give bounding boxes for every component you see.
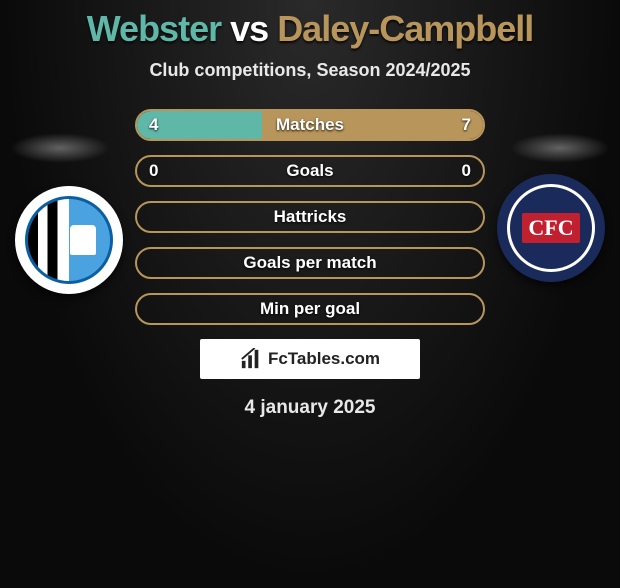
bar-label: Hattricks <box>137 203 483 231</box>
stat-bar: Hattricks <box>135 201 485 233</box>
page-title: Webster vs Daley-Campbell <box>0 8 620 50</box>
club-badge-left <box>15 186 123 294</box>
club-badge-right-inner: CFC <box>507 184 595 272</box>
bar-label: Min per goal <box>137 295 483 323</box>
watermark-text: FcTables.com <box>268 349 380 369</box>
bar-label: Matches <box>137 111 483 139</box>
club-badge-right: CFC <box>497 174 605 282</box>
watermark: FcTables.com <box>200 339 420 379</box>
vs-label: vs <box>230 8 268 49</box>
stat-bar: Goals per match <box>135 247 485 279</box>
club-badge-left-inner <box>25 196 113 284</box>
player1-name: Webster <box>87 8 221 49</box>
player2-name: Daley-Campbell <box>277 8 533 49</box>
stats-bars: 47Matches 00Goals Hattricks Goals per match… <box>135 109 485 325</box>
subtitle: Club competitions, Season 2024/2025 <box>0 60 620 81</box>
stat-bar: 47Matches <box>135 109 485 141</box>
stat-bar: 00Goals <box>135 155 485 187</box>
bar-label: Goals <box>137 157 483 185</box>
bar-label: Goals per match <box>137 249 483 277</box>
shadow-ellipse-right <box>510 133 610 163</box>
bars-icon <box>240 348 262 370</box>
shadow-ellipse-left <box>10 133 110 163</box>
date: 4 january 2025 <box>0 397 620 419</box>
stat-bar: Min per goal <box>135 293 485 325</box>
